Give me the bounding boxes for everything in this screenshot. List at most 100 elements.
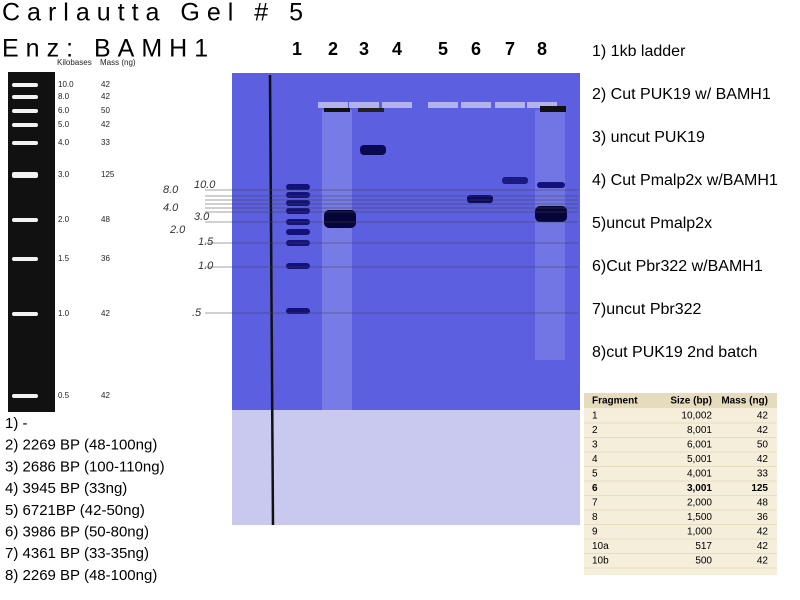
ladder-mass-label: 42 — [101, 120, 110, 129]
handwritten-mark: 4.0 — [163, 202, 179, 214]
lane-number: 3 — [359, 39, 369, 59]
handwritten-mark: 3.0 — [194, 211, 210, 223]
lane-legend: 1) 1kb ladder — [592, 43, 686, 60]
table-cell: 1,000 — [687, 527, 712, 538]
table-cell: 5,001 — [687, 454, 712, 465]
smear — [535, 110, 565, 360]
band — [360, 145, 386, 155]
ladder-mass-label: Mass (ng) — [100, 58, 136, 67]
result: 4) 3945 BP (33ng) — [5, 480, 127, 497]
result: 5) 6721BP (42-50ng) — [5, 502, 145, 519]
ladder-size-label: 8.0 — [58, 92, 70, 101]
table-cell: 4,001 — [687, 469, 712, 480]
table-cell: 10,002 — [681, 411, 712, 422]
table-header: Size (bp) — [670, 396, 712, 407]
ladder-size-label: 5.0 — [58, 120, 70, 129]
band — [324, 210, 356, 228]
lane-legend: 4) Cut Pmalp2x w/BAMH1 — [592, 172, 778, 189]
lane-legend: 6)Cut Pbr322 w/BAMH1 — [592, 258, 763, 275]
table-cell: 517 — [695, 541, 712, 552]
result: 7) 4361 BP (33-35ng) — [5, 545, 149, 562]
table-cell: 8 — [592, 512, 598, 523]
lane-legend: 8)cut PUK19 2nd batch — [592, 344, 757, 361]
ladder-size-label: 1.0 — [58, 309, 70, 318]
ladder-mass-label: 50 — [101, 106, 110, 115]
handwritten-mark: 10.0 — [194, 179, 216, 191]
well — [428, 102, 458, 108]
table-cell: 42 — [757, 527, 769, 538]
lane-legend: 2) Cut PUK19 w/ BAMH1 — [592, 86, 771, 103]
band — [286, 192, 310, 198]
table-cell: 9 — [592, 527, 598, 538]
table-cell: 10b — [592, 556, 609, 567]
ladder-band — [12, 95, 38, 99]
lane-legend: 3) uncut PUK19 — [592, 129, 705, 146]
table-cell: 8,001 — [687, 425, 712, 436]
table-cell: 125 — [751, 483, 768, 494]
ladder-mass-label: 33 — [101, 138, 110, 147]
ladder-mass-label: 48 — [101, 215, 110, 224]
well — [349, 102, 379, 108]
smear — [322, 110, 352, 410]
ladder-size-label: 1.5 — [58, 254, 70, 263]
table-cell: 2 — [592, 425, 598, 436]
gel-bottom — [232, 410, 580, 525]
lane-number: 5 — [438, 39, 448, 59]
handwritten-mark: 2.0 — [169, 224, 186, 236]
well — [527, 102, 557, 108]
well — [382, 102, 412, 108]
band — [286, 208, 310, 214]
handwritten-mark: .5 — [192, 307, 202, 319]
result: 1) - — [5, 415, 28, 432]
table-cell: 50 — [757, 440, 769, 451]
lane-legend: 5)uncut Pmalp2x — [592, 215, 712, 232]
enzyme: Enz: BAMH1 — [2, 35, 215, 63]
ladder-mass-label: 42 — [101, 92, 110, 101]
ladder-size-label: 6.0 — [58, 106, 70, 115]
ladder-mass-label: 42 — [101, 80, 110, 89]
lane-number: 2 — [328, 39, 338, 59]
band — [358, 108, 384, 112]
result: 2) 2269 BP (48-100ng) — [5, 437, 157, 454]
ladder-size-label: 0.5 — [58, 391, 70, 400]
band — [286, 229, 310, 235]
lane-legend: 7)uncut Pbr322 — [592, 301, 702, 318]
ladder-band — [12, 312, 38, 316]
ladder-mass-label: 125 — [101, 170, 115, 179]
table-cell: 42 — [757, 454, 769, 465]
table-cell: 2,000 — [687, 498, 712, 509]
ladder-image — [8, 72, 55, 412]
title: Carlautta Gel # 5 — [2, 0, 310, 27]
table-cell: 5 — [592, 469, 598, 480]
table-cell: 1 — [592, 411, 598, 422]
table-cell: 10a — [592, 541, 609, 552]
lane-number: 7 — [505, 39, 515, 59]
handwritten-mark: 8.0 — [163, 184, 179, 196]
ladder-kilobases-label: Kilobases — [57, 58, 92, 67]
band — [286, 184, 310, 190]
table-cell: 48 — [757, 498, 769, 509]
ladder-size-label: 3.0 — [58, 170, 70, 179]
table-cell: 6,001 — [687, 440, 712, 451]
band — [502, 177, 528, 184]
table-cell: 3 — [592, 440, 598, 451]
table-cell: 6 — [592, 483, 598, 494]
lane-number: 4 — [392, 39, 402, 59]
table-cell: 42 — [757, 556, 769, 567]
well — [318, 102, 348, 108]
ladder-band — [12, 394, 38, 398]
ladder-band — [12, 109, 38, 113]
band — [535, 206, 567, 222]
table-cell: 36 — [757, 512, 769, 523]
result: 6) 3986 BP (50-80ng) — [5, 523, 149, 540]
well — [495, 102, 525, 108]
table-cell: 1,500 — [687, 512, 712, 523]
ladder-mass-label: 42 — [101, 309, 110, 318]
table-cell: 4 — [592, 454, 598, 465]
ladder-mass-label: 36 — [101, 254, 110, 263]
table-cell: 42 — [757, 425, 769, 436]
table-cell: 7 — [592, 498, 598, 509]
ladder-size-label: 10.0 — [58, 80, 74, 89]
ladder-band — [12, 257, 38, 261]
result: 3) 2686 BP (100-110ng) — [5, 458, 165, 475]
